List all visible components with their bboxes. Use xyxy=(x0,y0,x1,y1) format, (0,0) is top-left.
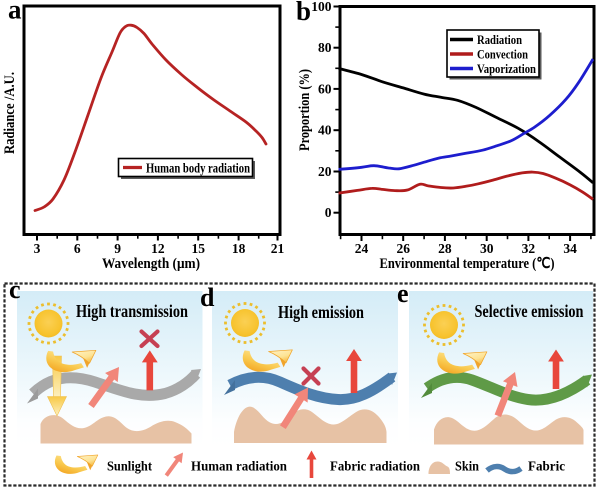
svg-text:28: 28 xyxy=(438,241,452,256)
svg-text:Radiance /A.U.: Radiance /A.U. xyxy=(2,72,18,154)
svg-text:80: 80 xyxy=(318,40,332,55)
svg-text:Sunlight: Sunlight xyxy=(107,460,152,475)
svg-text:Fabric radiation: Fabric radiation xyxy=(330,460,420,475)
svg-text:b: b xyxy=(296,0,311,26)
svg-text:6: 6 xyxy=(74,241,81,256)
svg-text:9: 9 xyxy=(114,241,121,256)
svg-text:26: 26 xyxy=(396,241,410,256)
svg-text:15: 15 xyxy=(191,241,205,256)
svg-text:High transmission: High transmission xyxy=(76,301,188,321)
svg-text:Human radiation: Human radiation xyxy=(191,460,287,475)
svg-text:a: a xyxy=(8,0,22,25)
svg-text:20: 20 xyxy=(318,164,332,179)
svg-text:3: 3 xyxy=(34,241,41,256)
svg-text:High emission: High emission xyxy=(278,302,364,322)
svg-text:21: 21 xyxy=(271,241,285,256)
svg-text:Human body radiation: Human body radiation xyxy=(146,161,250,176)
svg-text:Skin: Skin xyxy=(455,460,479,475)
svg-text:Proportion (%): Proportion (%) xyxy=(297,69,313,151)
svg-text:Radiation: Radiation xyxy=(477,32,523,47)
svg-text:18: 18 xyxy=(232,241,246,256)
svg-text:Fabric: Fabric xyxy=(528,460,565,475)
svg-text:c: c xyxy=(9,275,21,304)
svg-text:Vaporization: Vaporization xyxy=(477,61,537,76)
svg-text:Wavelength (μm): Wavelength (μm) xyxy=(102,256,200,272)
svg-text:0: 0 xyxy=(325,205,332,220)
svg-text:32: 32 xyxy=(522,241,536,256)
svg-text:Environmental temperature (℃): Environmental temperature (℃) xyxy=(380,256,555,272)
svg-text:12: 12 xyxy=(151,241,165,256)
svg-text:60: 60 xyxy=(318,81,332,96)
svg-text:34: 34 xyxy=(563,241,577,256)
svg-text:d: d xyxy=(200,283,215,312)
svg-text:40: 40 xyxy=(318,123,332,138)
svg-text:Selective emission: Selective emission xyxy=(475,301,584,321)
svg-text:100: 100 xyxy=(311,0,332,14)
svg-text:e: e xyxy=(397,279,409,308)
svg-text:Convection: Convection xyxy=(477,47,529,62)
svg-text:30: 30 xyxy=(480,241,494,256)
svg-text:24: 24 xyxy=(355,241,369,256)
